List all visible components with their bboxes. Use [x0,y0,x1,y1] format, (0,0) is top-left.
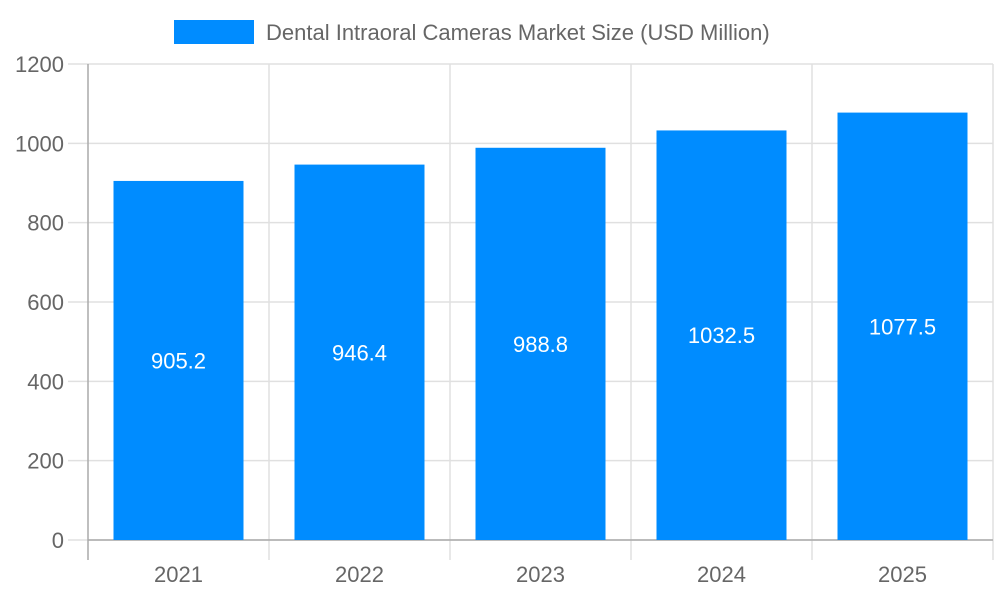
x-tick-label: 2022 [335,562,384,587]
bar [475,147,606,540]
bar [837,112,968,540]
y-tick-label: 1000 [15,131,64,156]
y-tick-label: 1200 [15,52,64,77]
y-tick-label: 400 [27,369,64,394]
legend-label: Dental Intraoral Cameras Market Size (US… [266,20,770,45]
bar [656,130,787,541]
y-tick-label: 600 [27,290,64,315]
legend[interactable]: Dental Intraoral Cameras Market Size (US… [174,20,770,45]
x-tick-label: 2023 [516,562,565,587]
bar-data-label: 988.8 [513,332,568,357]
x-tick-label: 2021 [154,562,203,587]
bar-data-label: 1077.5 [869,314,936,339]
bar-data-label: 905.2 [151,348,206,373]
x-tick-label: 2024 [697,562,746,587]
x-tick-label: 2025 [878,562,927,587]
bar-data-label: 1032.5 [688,323,755,348]
y-tick-label: 200 [27,449,64,474]
y-tick-label: 800 [27,211,64,236]
legend-swatch [174,20,254,44]
bar-data-label: 946.4 [332,340,387,365]
bar [113,180,244,541]
bar [294,164,425,540]
y-tick-label: 0 [52,528,64,553]
